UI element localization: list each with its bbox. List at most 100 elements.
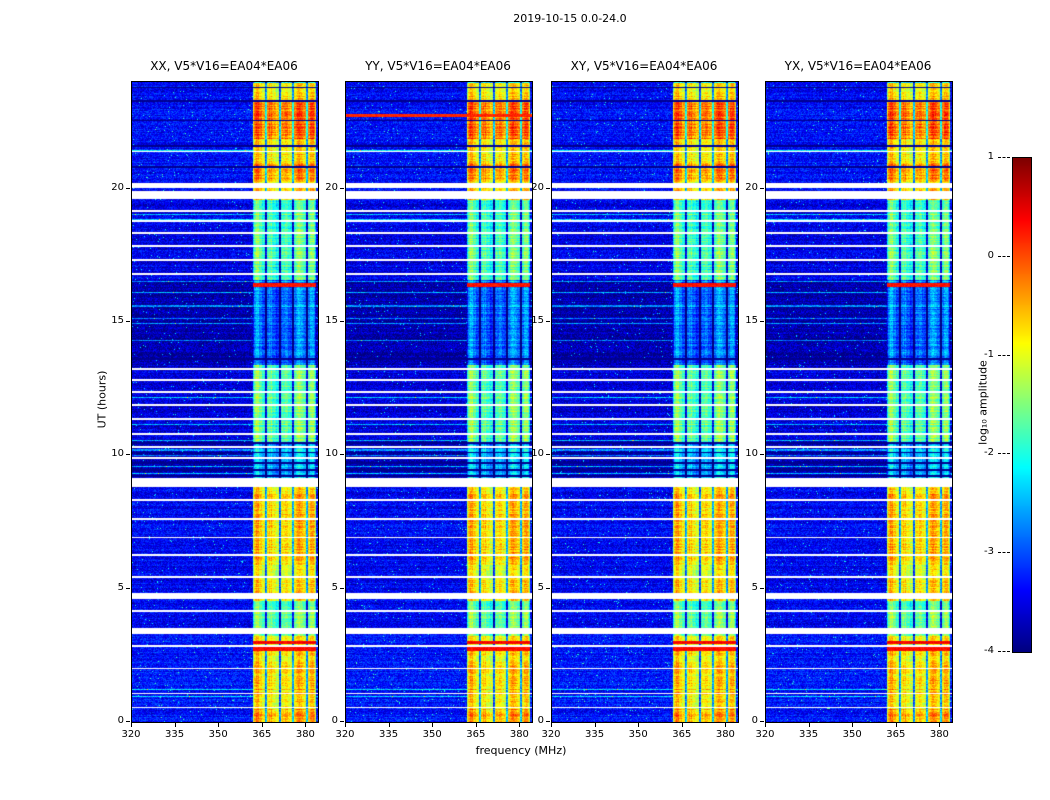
x-tick-label: 380 (929, 729, 949, 740)
x-tick-label: 320 (121, 729, 141, 740)
x-tick (388, 723, 390, 727)
panel-XY (551, 81, 739, 723)
x-tick (852, 723, 854, 727)
y-tick (126, 454, 130, 456)
colorbar-tick-label: 1 (987, 151, 994, 162)
panel-title-XY: XY, V5*V16=EA04*EA06 (570, 59, 718, 73)
x-tick (725, 723, 727, 727)
x-tick-label: 350 (842, 729, 862, 740)
x-tick-label: 380 (509, 729, 529, 740)
x-tick-label: 350 (628, 729, 648, 740)
x-tick-label: 320 (541, 729, 561, 740)
x-tick (895, 723, 897, 727)
y-tick (546, 721, 550, 722)
x-tick (432, 723, 434, 727)
y-tick-label: 0 (331, 715, 338, 726)
x-tick-label: 335 (379, 729, 399, 740)
colorbar-tick (998, 651, 1010, 652)
y-tick-label: 20 (745, 181, 758, 193)
y-tick (340, 587, 344, 589)
y-tick-label: 0 (537, 715, 544, 726)
spectrogram-canvas-XY (552, 82, 738, 722)
panel-title-XX: XX, V5*V16=EA04*EA06 (150, 59, 298, 73)
x-tick-label: 365 (672, 729, 692, 740)
x-tick (475, 723, 477, 727)
colorbar-tick-label: -4 (984, 645, 994, 656)
colorbar-tick-label: -3 (984, 546, 994, 558)
x-tick (681, 723, 683, 727)
x-tick (808, 723, 810, 727)
panel-title-YX: YX, V5*V16=EA04*EA06 (784, 59, 932, 73)
y-tick (760, 321, 764, 322)
y-tick-label: 15 (745, 315, 758, 326)
y-tick (126, 587, 130, 589)
x-tick-label: 335 (799, 729, 819, 740)
x-tick-label: 365 (466, 729, 486, 740)
y-tick-label: 5 (117, 581, 124, 593)
y-tick (760, 721, 764, 722)
y-tick (340, 321, 344, 322)
x-tick (594, 723, 596, 727)
x-tick-label: 365 (252, 729, 272, 740)
x-tick-label: 350 (208, 729, 228, 740)
y-tick-label: 5 (537, 581, 544, 593)
colorbar-gradient (1013, 158, 1031, 652)
y-tick (126, 187, 130, 189)
y-tick-label: 20 (111, 181, 124, 193)
panel-XX (131, 81, 319, 723)
x-tick-label: 350 (422, 729, 442, 740)
x-tick-label: 335 (165, 729, 185, 740)
y-tick-label: 10 (325, 448, 338, 460)
colorbar-label: log₁₀ amplitude (976, 360, 990, 445)
panel-YX (765, 81, 953, 723)
colorbar-tick (998, 157, 1010, 158)
y-tick-label: 10 (531, 448, 544, 460)
y-tick-label: 15 (531, 315, 544, 326)
y-tick-label: 0 (117, 715, 124, 726)
x-tick-label: 320 (335, 729, 355, 740)
colorbar-tick-label: -2 (984, 447, 994, 459)
y-tick-label: 10 (111, 448, 124, 460)
y-tick (546, 454, 550, 456)
x-tick-label: 380 (715, 729, 735, 740)
spectrogram-canvas-YX (766, 82, 952, 722)
colorbar-tick-label: 0 (987, 249, 994, 261)
y-tick-label: 20 (531, 181, 544, 193)
y-tick (546, 187, 550, 189)
x-tick (345, 723, 346, 727)
y-tick (760, 187, 764, 189)
panel-title-YY: YY, V5*V16=EA04*EA06 (365, 59, 511, 73)
y-tick (340, 187, 344, 189)
colorbar-tick (998, 255, 1010, 257)
y-tick (546, 321, 550, 322)
spectrogram-canvas-YY (346, 82, 532, 722)
y-tick-label: 15 (325, 315, 338, 326)
y-tick (340, 454, 344, 456)
x-tick (765, 723, 766, 727)
y-axis-label: UT (hours) (95, 370, 109, 429)
x-tick (638, 723, 640, 727)
y-tick (126, 721, 130, 722)
x-tick (551, 723, 552, 727)
y-tick-label: 5 (751, 581, 758, 593)
figure-title: 2019-10-15 0.0-24.0 (513, 12, 627, 25)
x-tick (305, 723, 307, 727)
x-tick (519, 723, 521, 727)
panel-YY (345, 81, 533, 723)
x-tick-label: 365 (886, 729, 906, 740)
x-tick-label: 335 (585, 729, 605, 740)
x-tick-label: 320 (755, 729, 775, 740)
y-tick (760, 454, 764, 456)
x-axis-label: frequency (MHz) (475, 744, 567, 757)
x-tick (261, 723, 263, 727)
y-tick-label: 20 (325, 181, 338, 193)
x-tick (174, 723, 176, 727)
x-tick-label: 380 (295, 729, 315, 740)
x-tick (218, 723, 220, 727)
y-tick-label: 10 (745, 448, 758, 460)
colorbar-tick (998, 453, 1010, 455)
y-tick (760, 587, 764, 589)
colorbar-tick (998, 354, 1010, 356)
y-tick (546, 587, 550, 589)
y-tick-label: 0 (751, 715, 758, 726)
